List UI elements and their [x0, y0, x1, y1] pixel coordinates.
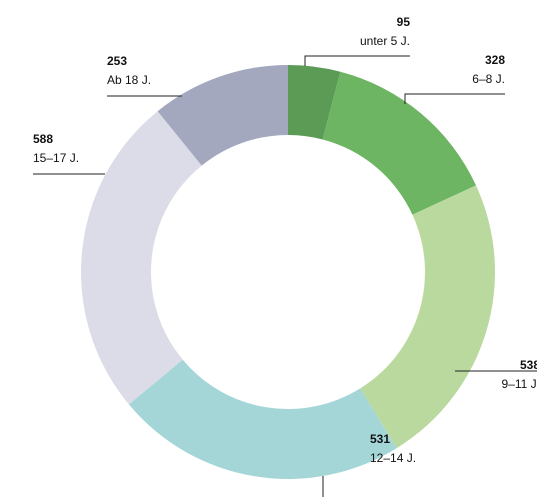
category-label: unter 5 J. — [360, 34, 410, 48]
category-label: 15–17 J. — [33, 151, 79, 165]
category-label: 9–11 J. — [502, 377, 537, 391]
category-label: Ab 18 J. — [107, 73, 151, 87]
donut-segment — [288, 65, 341, 140]
value-label: 588 — [33, 132, 53, 146]
donut-segment — [157, 65, 288, 166]
value-label: 328 — [485, 53, 505, 67]
value-label: 531 — [370, 432, 390, 446]
donut-segment — [360, 185, 495, 449]
category-label: 12–14 J. — [370, 451, 416, 465]
value-label: 538 — [520, 358, 537, 372]
donut-segment — [322, 71, 477, 215]
category-label: 6–8 J. — [472, 72, 505, 86]
leader-line — [304, 55, 410, 66]
donut-segment — [80, 111, 202, 405]
value-label: 253 — [107, 54, 127, 68]
donut-segment — [128, 359, 397, 479]
value-label: 95 — [397, 15, 411, 29]
leader-line — [404, 93, 505, 104]
